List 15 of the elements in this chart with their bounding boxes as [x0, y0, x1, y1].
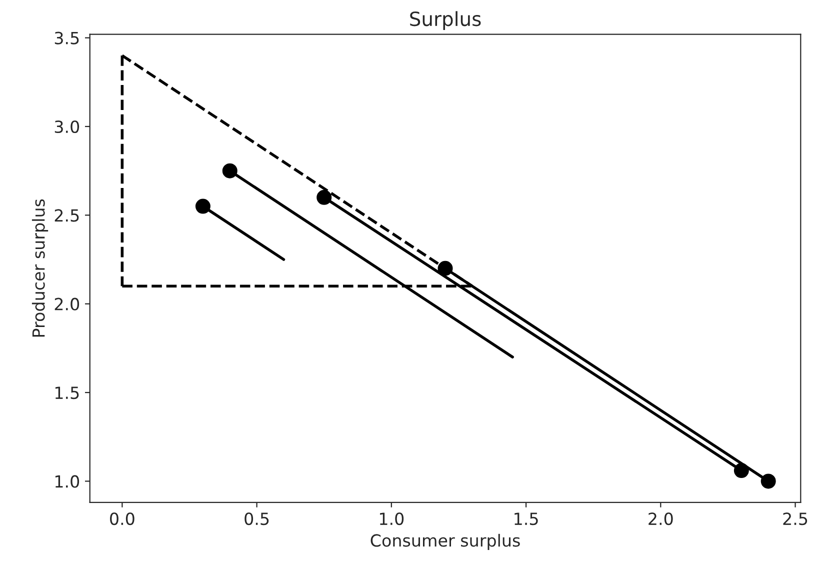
y-tick-label: 2.0 [54, 298, 80, 310]
y-tick-label: 1.5 [55, 386, 79, 400]
y-axis-title: Producer surplus [32, 199, 48, 337]
x-tick-label: 0.0 [110, 512, 134, 526]
y-tick-label: 3.5 [54, 32, 79, 44]
x-tick-label: 0.5 [244, 512, 269, 526]
x-tick-label: 1.5 [514, 512, 538, 526]
y-tick-label: 2.5 [54, 209, 79, 222]
x-tick-label: 1.0 [380, 512, 404, 526]
y-tick-label: 3.0 [54, 120, 80, 134]
x-axis-title: Consumer surplus [370, 534, 520, 550]
x-tick-label: 2.5 [783, 512, 808, 526]
y-tick-label: 1.0 [55, 475, 80, 488]
x-tick-label: 2.0 [648, 512, 673, 526]
chart-title: Surplus [410, 11, 481, 30]
